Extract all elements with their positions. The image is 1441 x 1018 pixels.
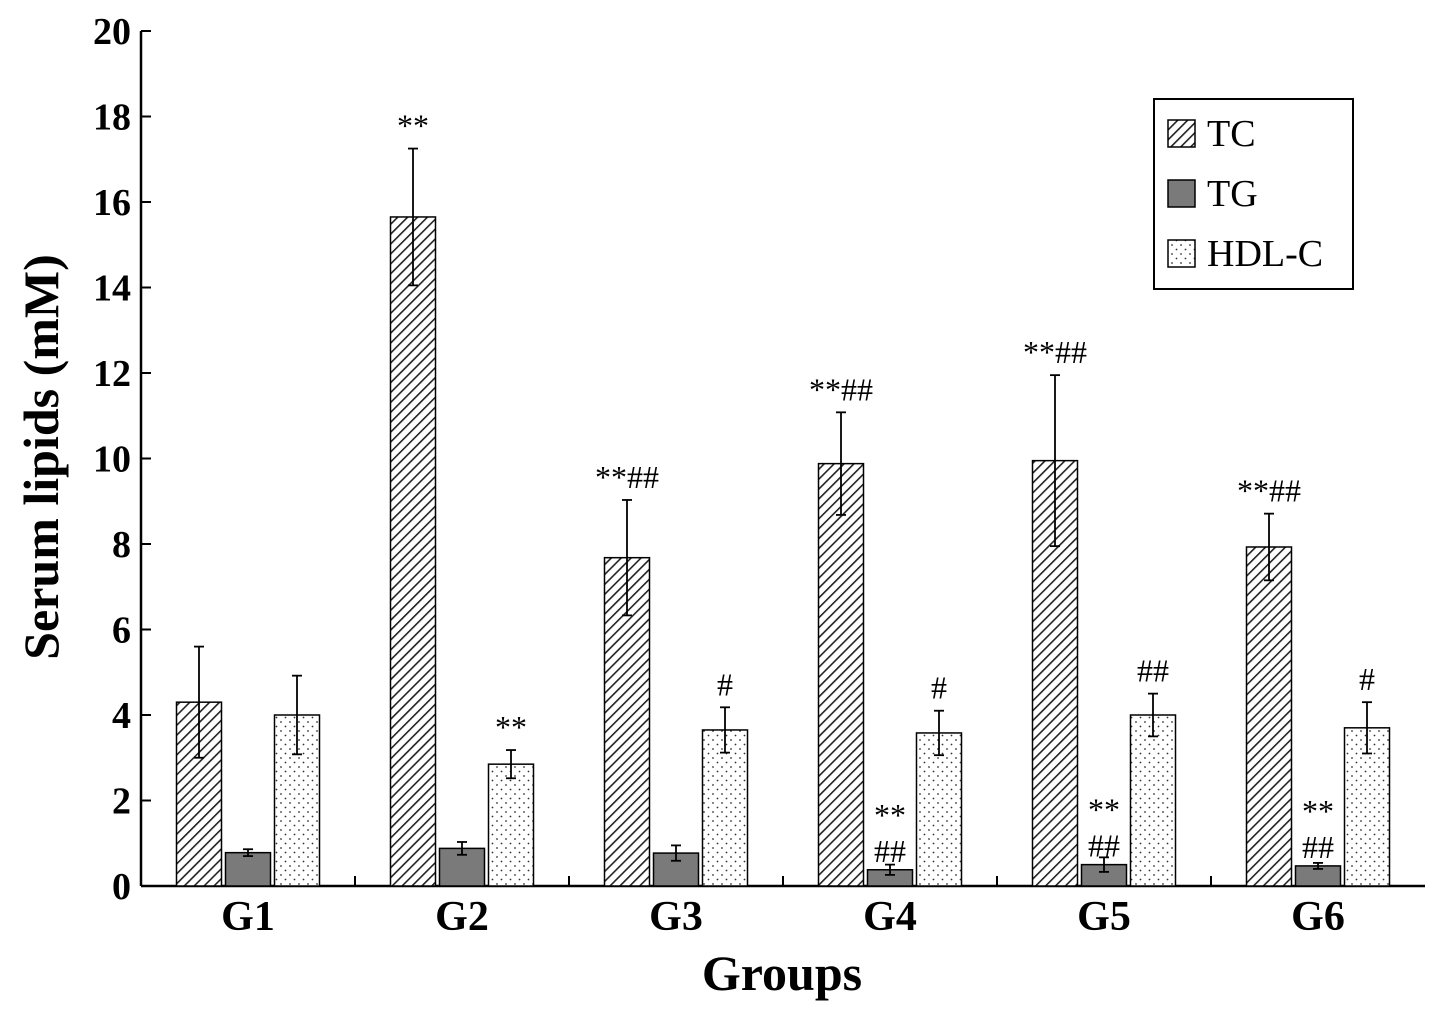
bars (175, 147, 1391, 887)
significance-label: ## (1088, 828, 1120, 864)
significance-label: ## (1302, 829, 1334, 865)
y-axis-title: Serum lipids (mM) (13, 254, 69, 660)
significance-label: ** (874, 797, 906, 833)
y-tick-label: 8 (112, 524, 131, 566)
significance-label: ** (397, 108, 429, 144)
bar-hdl-c-g5 (1129, 714, 1177, 887)
significance-label: ** (1088, 792, 1120, 828)
significance-label: # (1359, 661, 1375, 697)
legend-label-hdl-c: HDL-C (1207, 233, 1323, 275)
legend-swatch-tc (1167, 119, 1196, 148)
significance-label: **## (595, 459, 659, 495)
significance-label: **## (809, 371, 873, 407)
category-label: G2 (435, 894, 489, 940)
axes: 0 2 4 6 8 10 12 14 16 18 20 (93, 11, 1425, 908)
bar-tc-g4 (817, 462, 865, 887)
legend-swatch-tg (1167, 179, 1196, 208)
labels: G1 G2****G3**###G4**##**###G5**##**####G6… (221, 108, 1375, 940)
y-tick-label: 12 (93, 353, 131, 395)
bar-tc-g6 (1245, 546, 1293, 887)
x-axis-title: Groups (702, 945, 862, 1001)
category-label: G3 (649, 894, 703, 940)
y-tick-label: 6 (112, 610, 131, 652)
bar-tc-g2 (389, 216, 437, 887)
legend-label-tc: TC (1207, 113, 1256, 155)
legend-label-tg: TG (1207, 173, 1258, 215)
y-tick-label: 16 (93, 182, 131, 224)
bar-hdl-c-g6 (1343, 727, 1391, 887)
bar-hdl-c-g4 (915, 732, 963, 887)
significance-label: # (931, 670, 947, 706)
y-tick-label: 0 (112, 866, 131, 908)
y-tick-label: 14 (93, 268, 131, 310)
y-tick-label: 2 (112, 781, 131, 823)
significance-label: **## (1023, 334, 1087, 370)
significance-label: ** (1302, 793, 1334, 829)
bar-hdl-c-g2 (487, 763, 535, 887)
y-tick-label: 4 (112, 695, 131, 737)
legend: TC TG HDL-C (1153, 98, 1354, 290)
legend-swatch-hdl-c (1167, 239, 1196, 268)
significance-label: ** (495, 709, 527, 745)
category-label: G1 (221, 894, 275, 940)
bar-tg-g1 (224, 851, 272, 887)
y-tick-label: 10 (93, 439, 131, 481)
significance-label: # (717, 666, 733, 702)
y-tick-label: 18 (93, 97, 131, 139)
category-label: G5 (1077, 894, 1131, 940)
significance-label: ## (874, 833, 906, 869)
category-label: G6 (1291, 894, 1345, 940)
significance-label: ## (1137, 653, 1169, 689)
significance-label: **## (1237, 473, 1301, 509)
y-tick-label: 20 (93, 11, 131, 53)
category-label: G4 (863, 894, 917, 940)
bar-hdl-c-g3 (701, 729, 749, 887)
